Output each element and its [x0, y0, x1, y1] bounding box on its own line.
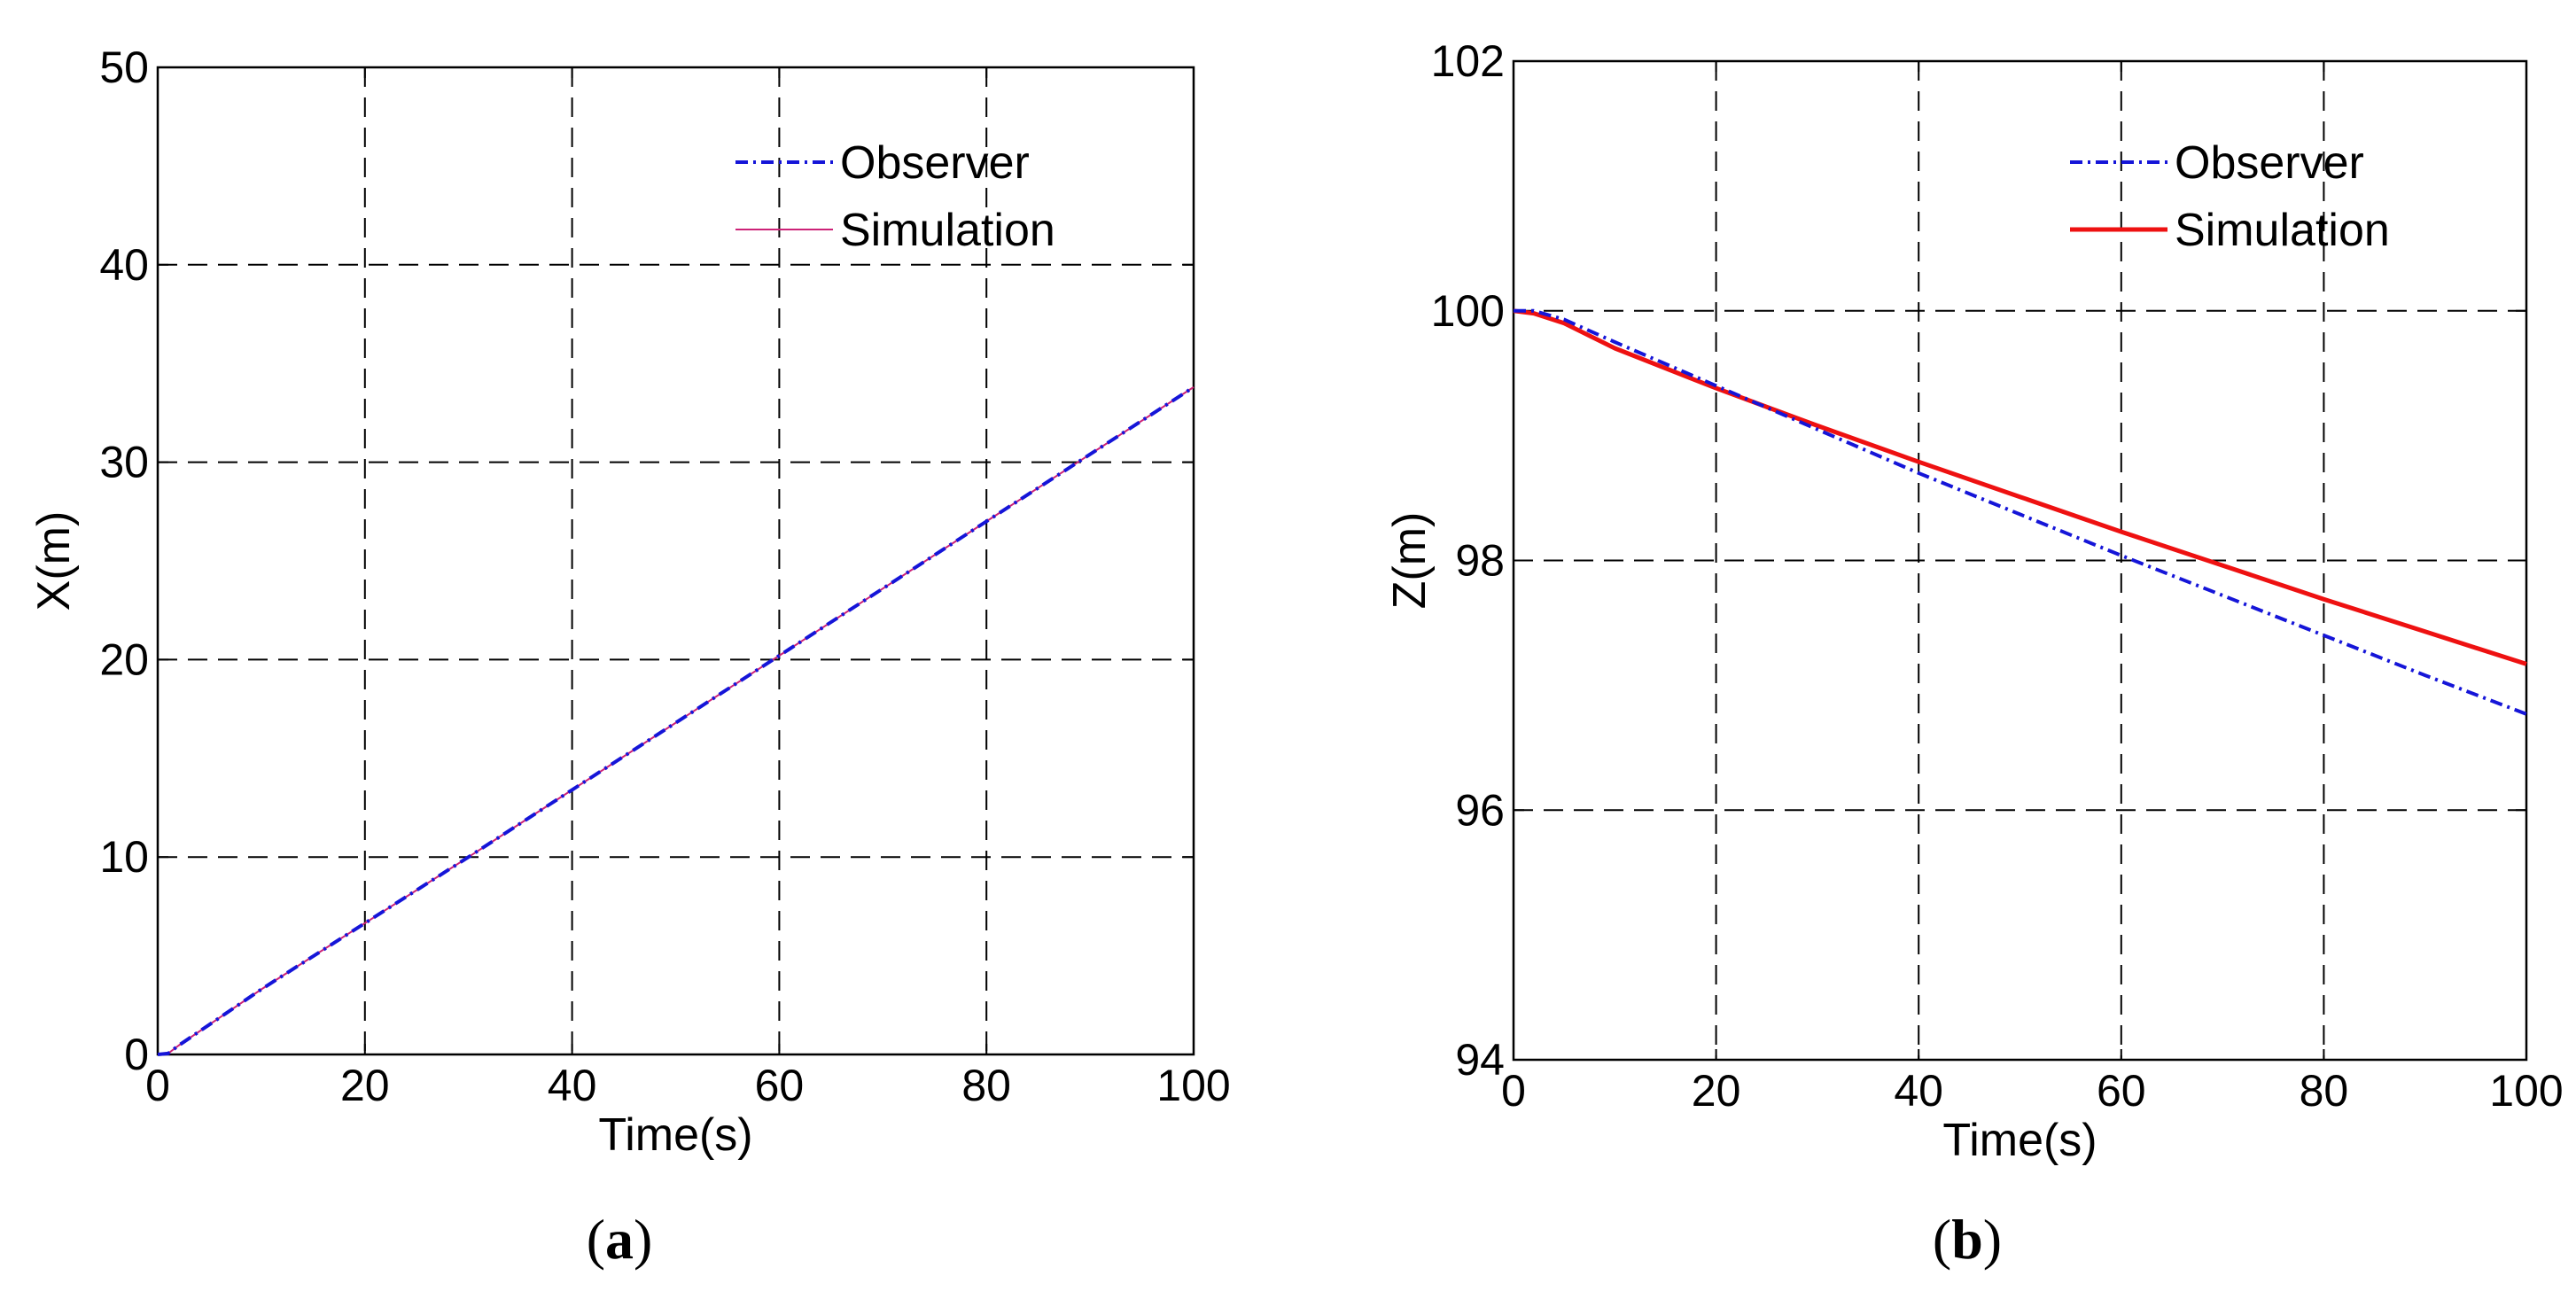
y-tick-label: 98: [1455, 536, 1505, 586]
x-tick-label: 20: [340, 1061, 390, 1110]
y-tick-label: 94: [1455, 1035, 1505, 1085]
x-tick-label: 100: [2489, 1066, 2563, 1116]
series-line-simulation: [1513, 308, 2527, 666]
x-tick-label: 40: [1894, 1066, 1943, 1116]
x-tick-label: 60: [755, 1061, 805, 1110]
x-axis-label: Time(s): [598, 1109, 752, 1161]
y-tick-label: 20: [99, 634, 149, 684]
x-tick-label: 100: [1156, 1061, 1230, 1110]
y-tick-label: 40: [99, 240, 149, 290]
x-tick-label: 20: [1692, 1066, 1741, 1116]
y-tick-label: 102: [1431, 36, 1505, 86]
y-tick-label: 10: [99, 832, 149, 882]
x-tick-label: 0: [145, 1061, 170, 1110]
y-axis-label: Z(m): [1384, 512, 1436, 610]
x-tick-label: 80: [2300, 1066, 2349, 1116]
x-tick-label: 80: [961, 1061, 1011, 1110]
y-tick-label: 50: [99, 43, 149, 92]
y-axis-label: X(m): [28, 511, 80, 611]
legend-label-observer: Observer: [2175, 137, 2364, 189]
series-line-observer: [157, 385, 1195, 1056]
legend-label-simulation: Simulation: [840, 205, 1055, 256]
panel-caption: (b): [1933, 1208, 2002, 1271]
y-tick-label: 30: [99, 438, 149, 487]
chart-a: 0 20 40 60 80 100 0 10 20 30 40 50 Time(s) X(m) Observ…: [28, 43, 1231, 1271]
x-axis-label: Time(s): [1942, 1115, 2097, 1166]
x-tick-label: 0: [1501, 1066, 1526, 1116]
legend-label-simulation: Simulation: [2175, 205, 2390, 256]
chart-b: 0 20 40 60 80 100 94 96 98 100 102 Time(s) Z(m) Obser…: [1384, 36, 2564, 1271]
legend-label-observer: Observer: [840, 137, 1030, 189]
y-tick-label: 0: [124, 1030, 149, 1079]
x-tick-label: 40: [548, 1061, 597, 1110]
y-tick-label: 100: [1431, 286, 1505, 336]
panel-caption: (a): [587, 1208, 653, 1271]
axes-box: [156, 66, 1195, 1056]
y-tick-label: 96: [1455, 785, 1505, 835]
series-line-observer: [1514, 308, 2527, 716]
x-tick-label: 60: [2097, 1066, 2146, 1116]
